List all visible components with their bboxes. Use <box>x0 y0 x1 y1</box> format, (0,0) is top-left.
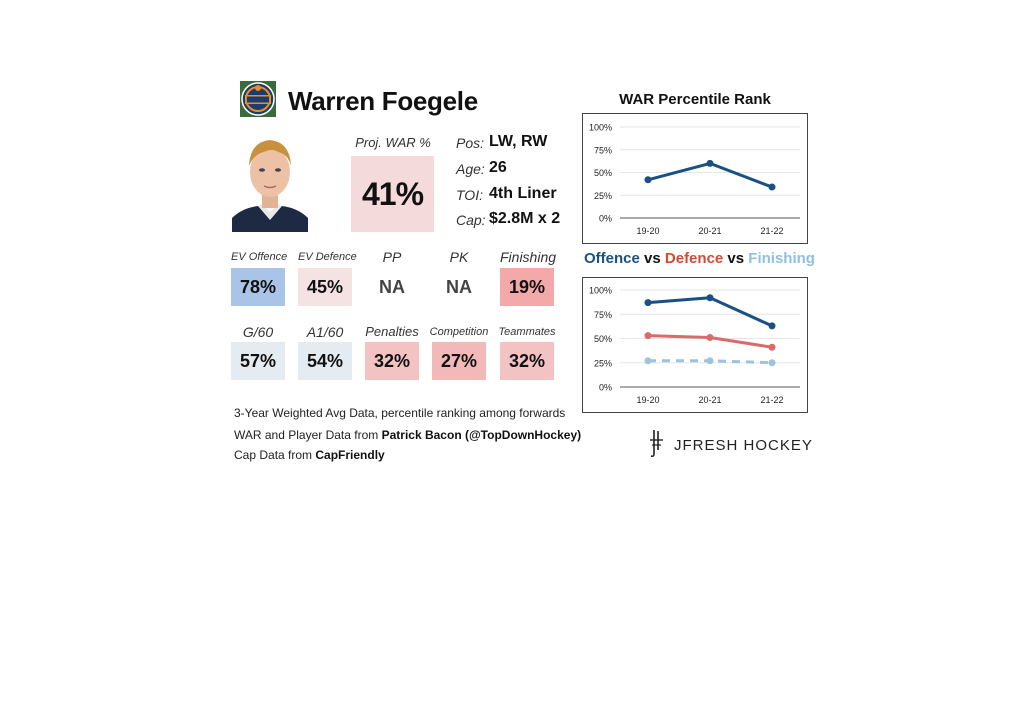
stat-value-pp: NA <box>365 268 419 306</box>
c1-ytick-label: 100% <box>589 123 612 133</box>
stat-value-g60: 57% <box>231 342 285 380</box>
stat-value-pk: NA <box>432 268 486 306</box>
c1-series-point-0 <box>644 176 652 184</box>
chart-2-title: Offence vs Defence vs Finishing <box>584 250 815 267</box>
c2-series-point-0 <box>644 299 652 307</box>
chart-1-war-percentile: 0% 25% 50% 75% 100% 19-20 20-21 21-22 <box>582 113 808 244</box>
stat-label-competition: Competition <box>429 326 489 338</box>
note-line-1: 3-Year Weighted Avg Data, percentile ran… <box>234 406 566 420</box>
stat-label-ev-defence: EV Defence <box>298 251 357 263</box>
info-value-age: 26 <box>489 159 507 176</box>
chart-2-title-vs-2: vs <box>723 250 749 267</box>
note-line-2-prefix: WAR and Player Data from <box>234 428 382 442</box>
stat-value-competition: 27% <box>432 342 486 380</box>
stat-label-finishing: Finishing <box>500 249 557 265</box>
c2-ytick-label: 75% <box>594 310 612 320</box>
player-headshot-icon <box>232 134 308 232</box>
note-line-3: Cap Data from CapFriendly <box>234 448 385 462</box>
stat-label-teammates: Teammates <box>498 326 556 338</box>
c2-ytick-label: 25% <box>594 358 612 368</box>
stat-label-penalties: Penalties <box>365 324 419 339</box>
note-line-3-prefix: Cap Data from <box>234 448 316 462</box>
chart-2-title-offence: Offence <box>584 250 640 267</box>
stat-value-penalties: 32% <box>365 342 419 380</box>
info-label-pos: Pos: <box>456 135 485 151</box>
stat-value-teammates: 32% <box>500 342 554 380</box>
c1-xtick-label: 19-20 <box>636 226 659 236</box>
jfresh-logo-icon <box>648 428 666 463</box>
c2-series-point-2 <box>644 357 652 365</box>
c1-series-point-0 <box>706 159 714 167</box>
info-value-pos: LW, RW <box>489 133 548 150</box>
c2-series-point-2 <box>768 359 776 367</box>
c2-ytick-label: 50% <box>594 334 612 344</box>
brand-footer: JFRESH HOCKEY <box>648 428 813 463</box>
chart-1-title: WAR Percentile Rank <box>619 91 771 108</box>
c2-ytick-label: 100% <box>589 286 612 296</box>
note-line-2: WAR and Player Data from Patrick Bacon (… <box>234 428 581 442</box>
player-name: Warren Foegele <box>288 86 478 116</box>
c2-series-point-0 <box>706 294 714 302</box>
c2-series-point-1 <box>644 332 652 340</box>
info-value-cap: $2.8M x 2 <box>489 210 561 227</box>
c2-series-point-1 <box>706 334 714 342</box>
oilers-logo-icon <box>240 81 276 117</box>
c2-ytick-label: 0% <box>599 383 612 393</box>
chart-2-component-percentiles: 0% 25% 50% 75% 100% 19-20 20-21 21-22 <box>582 277 808 413</box>
c2-series-point-1 <box>768 343 776 351</box>
note-line-3-source: CapFriendly <box>315 448 385 462</box>
stat-label-pk: PK <box>449 249 469 265</box>
info-value-toi: 4th Liner <box>489 185 557 202</box>
stat-value-a160: 54% <box>298 342 352 380</box>
chart-2-title-defence: Defence <box>664 250 724 267</box>
info-label-toi: TOI: <box>456 187 483 203</box>
c2-xtick-label: 19-20 <box>636 395 659 405</box>
brand-text: JFRESH HOCKEY <box>674 437 813 454</box>
c1-series-point-0 <box>768 183 776 191</box>
chart-2-title-vs-1: vs <box>639 250 665 267</box>
stat-value-finishing: 19% <box>500 268 554 306</box>
c2-series-point-0 <box>768 322 776 330</box>
stat-label-a160: A1/60 <box>306 324 344 340</box>
stat-label-ev-offence: EV Offence <box>231 251 288 263</box>
c1-ytick-label: 0% <box>599 214 612 224</box>
stat-label-pp: PP <box>382 249 402 265</box>
chart-2-title-finishing: Finishing <box>748 250 815 267</box>
stat-value-ev-defence: 45% <box>298 268 352 306</box>
c2-xtick-label: 21-22 <box>760 395 783 405</box>
stat-value-ev-offence: 78% <box>231 268 285 306</box>
info-label-age: Age: <box>456 161 485 177</box>
c2-xtick-label: 20-21 <box>698 395 721 405</box>
proj-war-label: Proj. WAR % <box>355 135 431 150</box>
c1-xtick-label: 20-21 <box>698 226 721 236</box>
stat-label-g60: G/60 <box>242 324 274 340</box>
c1-ytick-label: 25% <box>594 191 612 201</box>
c1-ytick-label: 50% <box>594 168 612 178</box>
note-line-2-source: Patrick Bacon (@TopDownHockey) <box>381 428 582 442</box>
c1-xtick-label: 21-22 <box>760 226 783 236</box>
proj-war-value: 41% <box>351 156 434 232</box>
c1-ytick-label: 75% <box>594 145 612 155</box>
c2-series-point-2 <box>706 357 714 365</box>
info-label-cap: Cap: <box>456 212 486 228</box>
